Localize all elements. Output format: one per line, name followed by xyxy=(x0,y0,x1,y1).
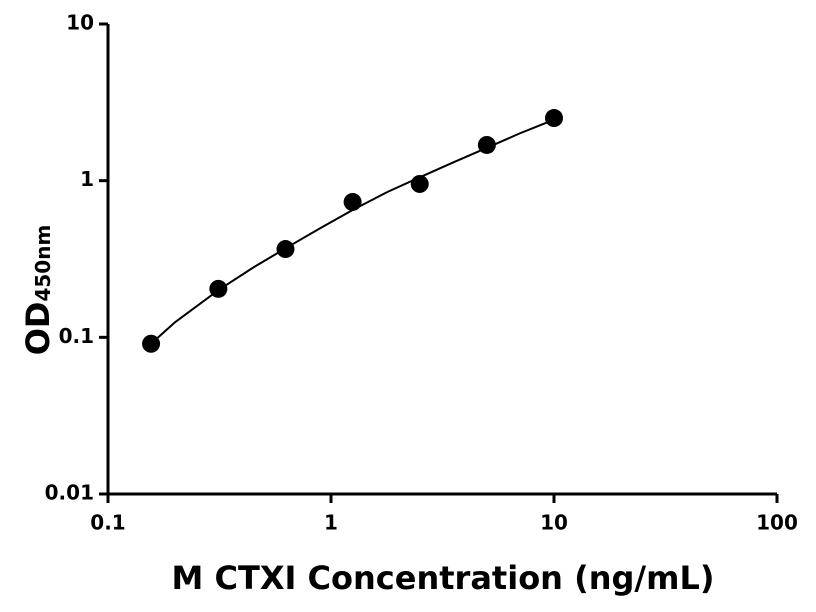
point xyxy=(276,240,295,259)
point xyxy=(343,192,362,211)
y-tick-label: 0.01 xyxy=(45,481,94,505)
x-axis-label: M CTXI Concentration (ng/mL) xyxy=(172,559,715,597)
x-tick-label: 0.1 xyxy=(90,511,125,535)
point xyxy=(545,109,563,128)
x-tick-label: 100 xyxy=(756,511,798,535)
y-tick-label: 0.1 xyxy=(59,324,94,348)
fit-curve xyxy=(150,118,555,345)
y-axis-label: OD450nm xyxy=(19,225,57,356)
y-tick-label: 10 xyxy=(66,11,94,35)
y-axis-label-main: OD xyxy=(19,302,57,356)
point xyxy=(477,135,496,154)
x-tick-label: 10 xyxy=(540,511,568,535)
point xyxy=(142,334,161,353)
point xyxy=(410,174,429,193)
y-axis-label-sub: 450nm xyxy=(31,225,55,302)
x-tick-label: 1 xyxy=(324,511,338,535)
point xyxy=(209,279,228,298)
y-tick-label: 1 xyxy=(80,167,94,191)
